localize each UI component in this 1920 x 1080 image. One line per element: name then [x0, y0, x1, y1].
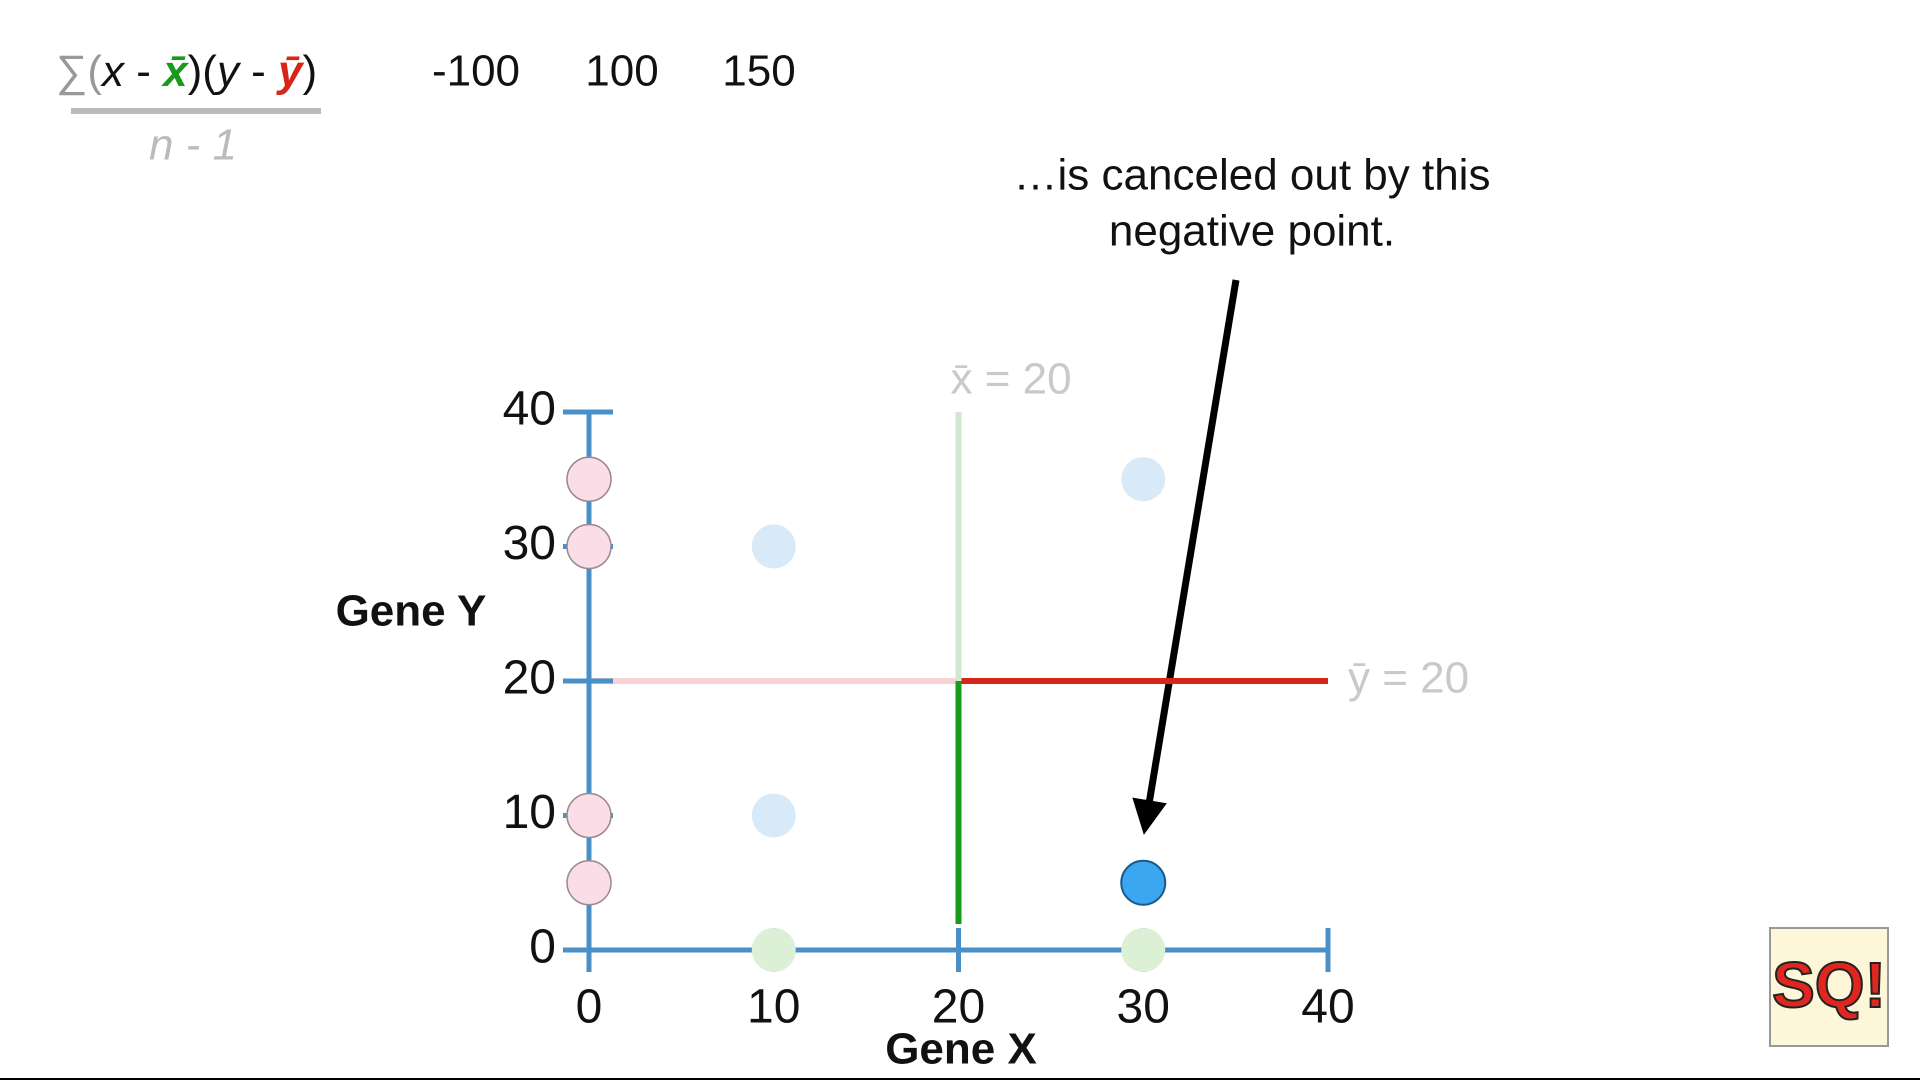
formula-part: )( [188, 47, 218, 96]
formula-numerator: ∑(x - x̄)(y - ȳ) [56, 47, 317, 96]
y-mean-label: ȳ = 20 [1348, 654, 1469, 703]
point [751, 793, 796, 838]
annotation-arrow [1132, 279, 1240, 835]
logo-text: SQ! [1772, 949, 1886, 1021]
formula-part: x̄ [161, 47, 189, 96]
x-projection [1121, 928, 1166, 972]
x-tick-label: 20 [932, 981, 985, 1034]
x-tick-label: 40 [1301, 981, 1354, 1034]
x-tick-label: 30 [1117, 981, 1170, 1034]
point [1120, 859, 1167, 906]
annotation-line: …is canceled out by this [1014, 151, 1491, 200]
product: 150 [722, 47, 795, 96]
x-tick-label: 10 [747, 981, 800, 1034]
formula-part: y [214, 47, 242, 96]
formula-part: - [239, 47, 278, 96]
y-tick-label: 20 [503, 652, 556, 705]
logo: SQ! [1769, 927, 1889, 1047]
x-axis-title: Gene X [885, 1025, 1037, 1074]
formula-part: x [100, 47, 126, 96]
y-tick-label: 10 [503, 786, 556, 839]
y-projection [566, 456, 612, 502]
point [751, 524, 796, 569]
bottom-edge [0, 1078, 1920, 1080]
product: 100 [585, 47, 658, 96]
y-axis-title: Gene Y [336, 587, 487, 636]
y-projection [566, 523, 612, 570]
formula-part: ) [303, 47, 318, 96]
y-tick-label: 0 [529, 921, 556, 974]
formula-denominator: n - 1 [149, 121, 237, 170]
y-tick-label: 40 [503, 383, 556, 436]
formula-part: - [124, 47, 163, 96]
formula-part: ∑( [56, 47, 102, 96]
x-mean-label: x̄ = 20 [951, 355, 1072, 404]
formula-part: ȳ [276, 47, 305, 96]
point [1121, 457, 1166, 502]
x-tick-label: 0 [576, 981, 603, 1034]
y-tick-label: 30 [503, 517, 556, 570]
y-projection [566, 792, 612, 839]
product: -100 [432, 47, 520, 96]
logo-box [1769, 927, 1889, 1047]
y-projection [566, 860, 612, 906]
x-projection [751, 928, 796, 972]
annotation-line: negative point. [1109, 207, 1395, 256]
